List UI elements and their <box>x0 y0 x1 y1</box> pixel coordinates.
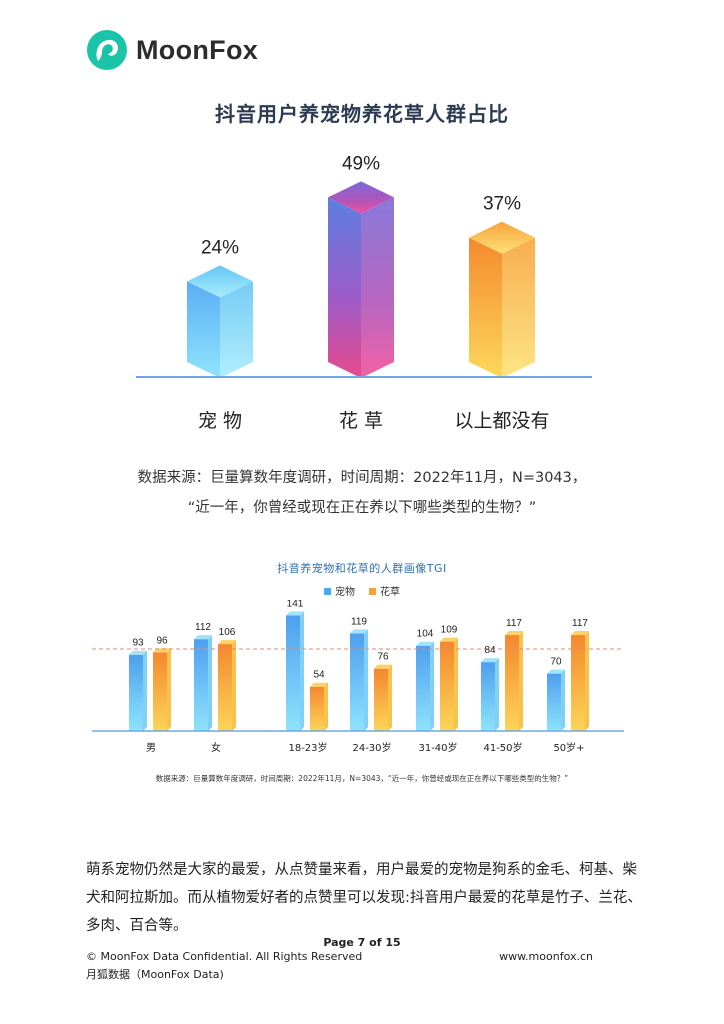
chart2-category-label: 31-40岁 <box>418 741 457 754</box>
chart2-value-label: 54 <box>313 670 325 681</box>
chart2-bar <box>350 629 368 731</box>
chart2-value-label: 96 <box>156 635 168 646</box>
chart2-value-label: 104 <box>417 629 434 640</box>
chart1-source-line1: 数据来源：巨量算数年度调研，时间周期：2022年11月，N=3043， <box>137 470 587 486</box>
body-paragraph: 萌系宠物仍然是大家的最爱，从点赞量来看，用户最爱的宠物是狗系的金毛、柯基、柴犬和… <box>86 862 642 934</box>
chart2-bar <box>218 640 236 731</box>
chart1-title: 抖音用户养宠物养花草人群占比 <box>215 102 509 126</box>
chart2-category-label: 24-30岁 <box>352 741 391 754</box>
moonfox-logo: MoonFox <box>86 28 258 72</box>
chart2-value-label: 84 <box>484 645 496 656</box>
legend-swatch-pets <box>324 588 331 595</box>
legend-item-pets: 宠物 <box>324 583 355 598</box>
chart2-category-label: 18-23岁 <box>288 741 327 754</box>
chart1-bar <box>187 265 253 378</box>
chart2-bar <box>153 648 171 731</box>
chart2-category-label: 41-50岁 <box>483 741 522 754</box>
chart2-value-label: 141 <box>287 600 304 609</box>
chart1-category-label: 花 草 <box>339 410 383 432</box>
chart1-bar <box>328 181 394 378</box>
chart2-value-label: 112 <box>195 622 211 633</box>
chart2-value-label: 109 <box>441 625 458 636</box>
chart2-value-label: 119 <box>351 616 367 627</box>
chart2-value-label: 106 <box>219 627 236 638</box>
chart2-title: 抖音养宠物和花草的人群画像TGI <box>277 562 447 575</box>
chart1-value-label: 49% <box>342 153 380 174</box>
chart1-value-label: 24% <box>201 237 239 258</box>
footer-company: 月狐数据（MoonFox Data) <box>86 968 224 981</box>
chart2-svg: 93 96 男 112 106 女 141 54 18-23岁 119 76 24-30岁 104 109… <box>92 600 624 754</box>
chart2-bar <box>286 611 304 731</box>
legend-swatch-plants <box>369 588 376 595</box>
chart2-value-label: 76 <box>377 652 389 663</box>
chart1-category-label: 以上都没有 <box>454 410 549 432</box>
legend-label-pets: 宠物 <box>335 587 355 598</box>
chart2-value-label: 117 <box>506 618 522 629</box>
chart2-bar <box>374 664 392 731</box>
chart2-bar <box>481 658 499 731</box>
chart1-value-label: 37% <box>483 194 521 215</box>
chart2-bar <box>310 682 328 731</box>
moonfox-logo-icon <box>87 30 127 70</box>
chart2-bar <box>129 650 147 731</box>
chart1-svg: 24% 宠 物 49% 花 草 37% 以上都没有 <box>136 153 592 432</box>
chart2-bar <box>571 631 589 731</box>
chart1-bar <box>469 221 535 378</box>
chart2-value-label: 70 <box>550 657 562 668</box>
page-number: Page 7 of 15 <box>323 936 401 949</box>
legend-item-plants: 花草 <box>369 583 400 598</box>
chart2-value-label: 93 <box>132 638 144 649</box>
chart2-value-label: 117 <box>572 618 588 629</box>
chart2-source: 数据来源：巨量算数年度调研，时间周期：2022年11月，N=3043，“近一年，… <box>155 774 569 783</box>
chart2-bar <box>416 641 434 731</box>
brand-name: MoonFox <box>136 34 259 65</box>
chart2-bar <box>440 637 458 731</box>
chart1-category-label: 宠 物 <box>198 410 242 432</box>
chart2-category-label: 男 <box>146 742 156 754</box>
chart2-bar <box>194 635 212 731</box>
chart2-bar <box>505 631 523 731</box>
footer-url: www.moonfox.cn <box>499 950 593 963</box>
chart2-legend: 宠物 花草 <box>0 583 724 598</box>
footer-confidential: © MoonFox Data Confidential. All Rights … <box>86 950 363 963</box>
chart1-source-line2: “近一年，你曾经或现在正在养以下哪些类型的生物？” <box>187 500 537 516</box>
chart2-category-label: 50岁+ <box>553 741 584 754</box>
chart2-bar <box>547 669 565 731</box>
legend-label-plants: 花草 <box>380 587 400 598</box>
chart2-category-label: 女 <box>211 741 221 754</box>
